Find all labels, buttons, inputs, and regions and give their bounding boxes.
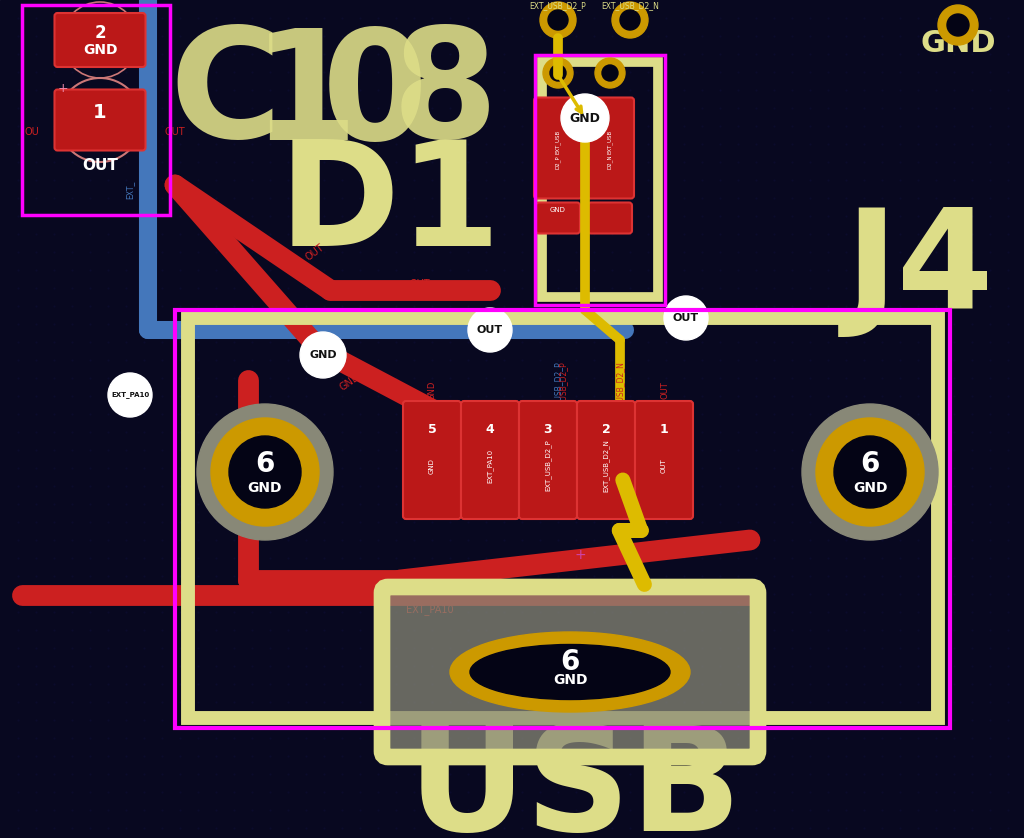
Text: D1: D1 (279, 135, 502, 276)
FancyBboxPatch shape (403, 401, 461, 519)
FancyBboxPatch shape (461, 401, 519, 519)
Text: OUT: OUT (662, 458, 667, 473)
Circle shape (947, 14, 969, 36)
Text: GND: GND (427, 380, 436, 400)
Text: 2: 2 (94, 24, 105, 42)
Text: EXT_USB_D2_N: EXT_USB_D2_N (601, 2, 658, 11)
Text: 0: 0 (322, 23, 428, 173)
Text: OUT: OUT (673, 313, 699, 323)
Text: D2_P: D2_P (555, 155, 561, 169)
Text: OUT: OUT (477, 325, 503, 335)
Text: EXT_USB: EXT_USB (607, 130, 612, 154)
Text: C: C (169, 20, 281, 169)
Text: OUT: OUT (82, 158, 118, 173)
Text: GND: GND (853, 481, 887, 495)
Bar (22, 5, 170, 215)
Circle shape (229, 436, 301, 508)
Text: 3: 3 (544, 423, 552, 437)
Bar (385, 590, 755, 755)
Circle shape (816, 418, 924, 526)
Circle shape (602, 65, 618, 81)
Text: EXT_PA10: EXT_PA10 (407, 604, 454, 615)
Text: 5: 5 (428, 423, 436, 437)
Bar (535, 55, 665, 305)
Text: EXT_USB_D2_P: EXT_USB_D2_P (554, 362, 562, 418)
Text: EXT_USB_D2_N: EXT_USB_D2_N (615, 361, 624, 419)
Text: GND: GND (569, 111, 600, 125)
Text: 1: 1 (93, 102, 106, 122)
Text: GND: GND (338, 371, 362, 392)
FancyBboxPatch shape (586, 97, 634, 199)
Text: OUT: OUT (458, 317, 478, 327)
Text: EXT_USB_D2_P: EXT_USB_D2_P (529, 2, 587, 11)
Circle shape (211, 418, 319, 526)
Text: GND: GND (429, 458, 435, 473)
FancyBboxPatch shape (534, 97, 582, 199)
Text: EXT_USB: EXT_USB (555, 130, 561, 154)
FancyBboxPatch shape (635, 401, 693, 519)
Bar (175, 310, 950, 728)
Ellipse shape (470, 644, 670, 700)
Text: 8: 8 (392, 20, 499, 169)
Text: OUT: OUT (660, 381, 670, 399)
Text: 2: 2 (602, 423, 610, 437)
Text: J4: J4 (846, 203, 994, 338)
Circle shape (548, 10, 568, 30)
Circle shape (595, 58, 625, 88)
Text: GND: GND (921, 28, 995, 58)
Text: EXT_USB_D2_P: EXT_USB_D2_P (558, 362, 567, 418)
FancyBboxPatch shape (54, 90, 145, 151)
Circle shape (620, 10, 640, 30)
Text: EXT_PA10: EXT_PA10 (486, 448, 494, 483)
Circle shape (938, 5, 978, 45)
Circle shape (197, 404, 333, 540)
Ellipse shape (450, 632, 690, 712)
Text: EXT_PA10: EXT_PA10 (244, 469, 253, 510)
Bar (188, 318, 938, 718)
Text: 6: 6 (560, 648, 580, 676)
Text: 6: 6 (255, 450, 274, 478)
Text: OU: OU (25, 127, 39, 137)
Bar (542, 62, 658, 297)
Text: 1: 1 (659, 423, 669, 437)
Text: GND: GND (83, 43, 118, 57)
Circle shape (612, 2, 648, 38)
Text: OUT: OUT (385, 331, 406, 341)
FancyBboxPatch shape (519, 401, 577, 519)
Circle shape (550, 65, 566, 81)
Circle shape (540, 2, 575, 38)
FancyBboxPatch shape (577, 401, 635, 519)
Circle shape (834, 436, 906, 508)
Text: OUT: OUT (304, 242, 327, 262)
Text: +: + (57, 81, 69, 95)
Circle shape (468, 308, 512, 352)
Circle shape (561, 94, 609, 142)
Text: OUT: OUT (410, 279, 430, 289)
Text: GND: GND (550, 207, 566, 213)
Text: 4: 4 (485, 423, 495, 437)
Text: +: + (574, 548, 586, 562)
Circle shape (802, 404, 938, 540)
Circle shape (300, 332, 346, 378)
FancyBboxPatch shape (588, 203, 632, 234)
Text: EXT_USB_D2_N: EXT_USB_D2_N (603, 439, 609, 492)
Circle shape (664, 296, 708, 340)
Text: 6: 6 (860, 450, 880, 478)
Circle shape (108, 373, 152, 417)
Text: 1: 1 (252, 23, 358, 173)
FancyBboxPatch shape (54, 13, 145, 67)
Text: EXT_PA10: EXT_PA10 (111, 391, 150, 398)
FancyBboxPatch shape (536, 203, 580, 234)
Text: USB: USB (408, 720, 742, 838)
Text: D2_N: D2_N (607, 155, 612, 169)
Text: GND: GND (248, 481, 283, 495)
Circle shape (543, 58, 573, 88)
Text: OUT: OUT (165, 127, 185, 137)
Text: GND: GND (553, 673, 587, 687)
Text: EXT_: EXT_ (126, 181, 134, 199)
Text: EXT_USB_D2_P: EXT_USB_D2_P (545, 440, 551, 491)
Text: GND: GND (309, 350, 337, 360)
